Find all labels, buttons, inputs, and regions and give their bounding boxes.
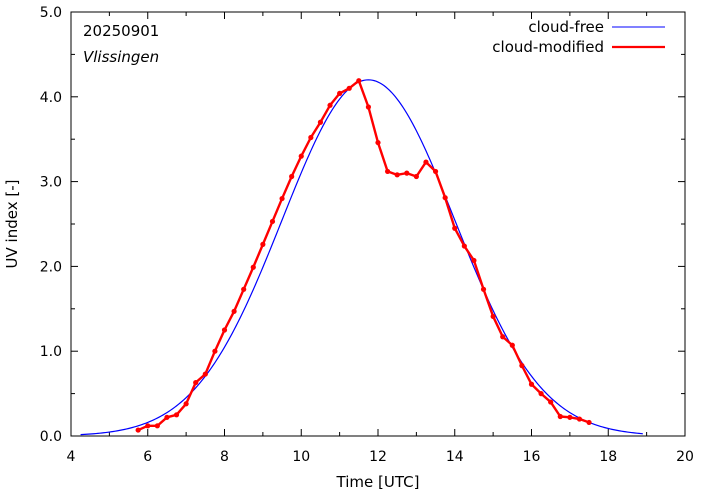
x-tick-label: 14 bbox=[446, 449, 464, 465]
data-point-cloud-modified bbox=[452, 225, 458, 231]
data-point-cloud-modified bbox=[394, 172, 400, 178]
data-point-cloud-modified bbox=[404, 170, 410, 176]
legend-label-cloud-modified: cloud-modified bbox=[492, 38, 604, 56]
y-tick-label: 5.0 bbox=[40, 5, 62, 21]
y-tick-label: 0.0 bbox=[40, 429, 62, 445]
y-axis-title: UV index [-] bbox=[3, 180, 21, 269]
data-point-cloud-modified bbox=[490, 313, 496, 320]
x-tick-label: 4 bbox=[67, 449, 76, 465]
x-tick-label: 16 bbox=[523, 449, 541, 465]
data-point-cloud-modified bbox=[576, 416, 583, 422]
data-point-cloud-modified bbox=[375, 139, 381, 146]
data-point-cloud-modified bbox=[279, 195, 285, 202]
data-point-cloud-modified bbox=[317, 119, 324, 125]
y-tick-label: 4.0 bbox=[40, 90, 62, 106]
data-point-cloud-modified bbox=[154, 423, 160, 429]
x-axis-title: Time [UTC] bbox=[336, 473, 420, 491]
series-layer bbox=[80, 78, 643, 436]
data-point-cloud-modified bbox=[557, 413, 563, 420]
data-point-cloud-modified bbox=[173, 412, 180, 418]
data-point-cloud-modified bbox=[586, 419, 592, 426]
y-tick-label: 3.0 bbox=[40, 175, 62, 191]
data-point-cloud-modified bbox=[183, 401, 189, 407]
data-point-cloud-modified bbox=[548, 399, 554, 405]
data-point-cloud-modified bbox=[250, 264, 256, 270]
data-point-cloud-modified bbox=[327, 102, 333, 108]
data-point-cloud-modified bbox=[241, 286, 247, 292]
x-tick-label: 8 bbox=[220, 449, 229, 465]
series-line-cloud-modified bbox=[137, 79, 590, 432]
data-point-cloud-modified bbox=[145, 423, 151, 429]
data-point-cloud-modified bbox=[346, 85, 352, 91]
data-point-cloud-modified bbox=[269, 218, 276, 225]
data-point-cloud-modified bbox=[423, 159, 429, 165]
data-point-cloud-modified bbox=[432, 168, 439, 175]
data-point-cloud-modified bbox=[567, 414, 573, 420]
data-point-cloud-modified bbox=[509, 342, 515, 348]
data-point-cloud-modified bbox=[337, 90, 343, 97]
legend-label-cloud-free: cloud-free bbox=[528, 18, 604, 36]
data-point-cloud-modified bbox=[221, 327, 228, 333]
data-point-cloud-modified bbox=[135, 427, 141, 433]
x-axis-ticks: 4 6 8 10 12 14 16 18 20 bbox=[67, 12, 694, 465]
x-tick-label: 18 bbox=[599, 449, 617, 465]
x-tick-label: 20 bbox=[676, 449, 694, 465]
y-axis-ticks: 0.0 1.0 2.0 3.0 4.0 5.0 bbox=[40, 5, 685, 445]
data-point-cloud-modified bbox=[384, 168, 391, 175]
y-tick-label: 1.0 bbox=[40, 344, 62, 360]
legend: cloud-free cloud-modified bbox=[492, 18, 665, 56]
data-point-cloud-modified bbox=[461, 243, 467, 249]
data-point-cloud-modified bbox=[413, 173, 419, 180]
data-point-cloud-modified bbox=[480, 286, 487, 292]
data-point-cloud-modified bbox=[164, 414, 170, 420]
data-point-cloud-modified bbox=[365, 104, 372, 110]
data-point-cloud-modified bbox=[519, 363, 525, 369]
data-point-cloud-modified bbox=[471, 257, 477, 264]
data-point-cloud-modified bbox=[538, 391, 544, 397]
x-tick-label: 12 bbox=[369, 449, 387, 465]
data-point-cloud-modified bbox=[202, 371, 208, 377]
x-tick-label: 6 bbox=[143, 449, 152, 465]
data-point-cloud-modified bbox=[528, 381, 535, 387]
date-annotation: 20250901 bbox=[83, 22, 159, 40]
data-point-cloud-modified bbox=[212, 348, 218, 354]
data-point-cloud-modified bbox=[442, 195, 448, 201]
series-line-cloud-free bbox=[80, 79, 643, 436]
data-point-cloud-modified bbox=[289, 173, 295, 180]
y-tick-label: 2.0 bbox=[40, 259, 62, 275]
data-point-cloud-modified bbox=[500, 334, 506, 340]
data-point-cloud-modified bbox=[193, 379, 199, 386]
station-annotation: Vlissingen bbox=[83, 48, 159, 66]
data-point-cloud-modified bbox=[231, 308, 237, 314]
data-point-cloud-modified bbox=[308, 134, 314, 141]
plot-frame bbox=[70, 11, 686, 437]
data-point-cloud-modified bbox=[260, 241, 266, 247]
x-tick-label: 10 bbox=[292, 449, 310, 465]
data-point-cloud-modified bbox=[298, 153, 304, 159]
data-point-cloud-modified bbox=[356, 78, 362, 84]
